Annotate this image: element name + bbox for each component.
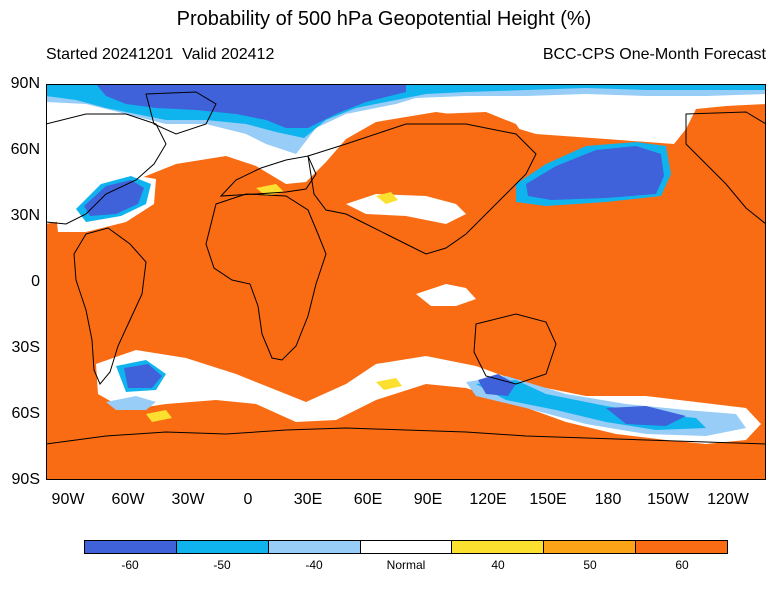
subtitle-right: BCC-CPS One-Month Forecast: [542, 46, 766, 63]
lat-label: 60S: [11, 405, 40, 422]
colorbar-label: 50: [583, 558, 597, 572]
southern-ocean-blue-west: [478, 374, 516, 396]
colorbar-label: Normal: [386, 558, 426, 572]
lat-label: 90N: [10, 75, 40, 92]
lon-label: 0: [243, 491, 253, 508]
lon-label: 180: [594, 491, 622, 508]
atlantic-cold-blue: [84, 180, 144, 216]
lat-label: 30N: [10, 207, 40, 224]
asia-normal-patch: [346, 194, 466, 224]
yellow-accent-3: [376, 378, 402, 390]
southern-ocean-blue-east: [606, 406, 686, 426]
lon-label: 90E: [413, 491, 443, 508]
colorbar-swatch: [360, 541, 453, 553]
lat-label: 30S: [11, 339, 40, 356]
colorbar-swatch: [268, 541, 361, 553]
indo-normal-patch: [416, 284, 476, 306]
lon-label: 30W: [171, 491, 205, 508]
yellow-accent-4: [146, 410, 172, 422]
colorbar-swatch: [452, 541, 545, 553]
south-atlantic-cold-blue: [124, 364, 162, 388]
colorbar-label: -50: [213, 558, 231, 572]
colorbar-swatch: [636, 541, 728, 553]
siberia-warm-anomaly: [394, 112, 526, 174]
colorbar-label: -40: [305, 558, 323, 572]
figure-title: Probability of 500 hPa Geopotential Heig…: [176, 8, 592, 30]
lat-label: 0: [31, 273, 40, 290]
colorbar-swatch: [85, 541, 177, 553]
subtitle-left: Started 20241201 Valid 202412: [46, 46, 275, 63]
colorbar: [84, 540, 728, 554]
lon-label: 60W: [111, 491, 145, 508]
lon-label: 30E: [293, 491, 323, 508]
pacific-cold-blue: [526, 146, 664, 200]
yellow-accent-1: [376, 192, 398, 204]
coastlines: [46, 91, 766, 445]
lon-label: 150E: [529, 491, 567, 508]
lon-label: 60E: [353, 491, 383, 508]
colorbar-swatch: [176, 541, 269, 553]
lon-label: 90W: [51, 491, 85, 508]
lon-label: 120W: [707, 491, 749, 508]
lon-label: 150W: [647, 491, 689, 508]
map-frame: [46, 84, 766, 480]
arctic-blue: [96, 84, 406, 128]
lon-label: 120E: [469, 491, 507, 508]
forecast-map: [46, 84, 766, 480]
colorbar-label: -60: [121, 558, 139, 572]
colorbar-swatch: [544, 541, 637, 553]
lat-label: 90S: [11, 471, 40, 488]
colorbar-label: 60: [675, 558, 689, 572]
colorbar-label: 40: [491, 558, 505, 572]
lat-label: 60N: [10, 141, 40, 158]
south-atlantic-light-blue: [106, 396, 156, 410]
